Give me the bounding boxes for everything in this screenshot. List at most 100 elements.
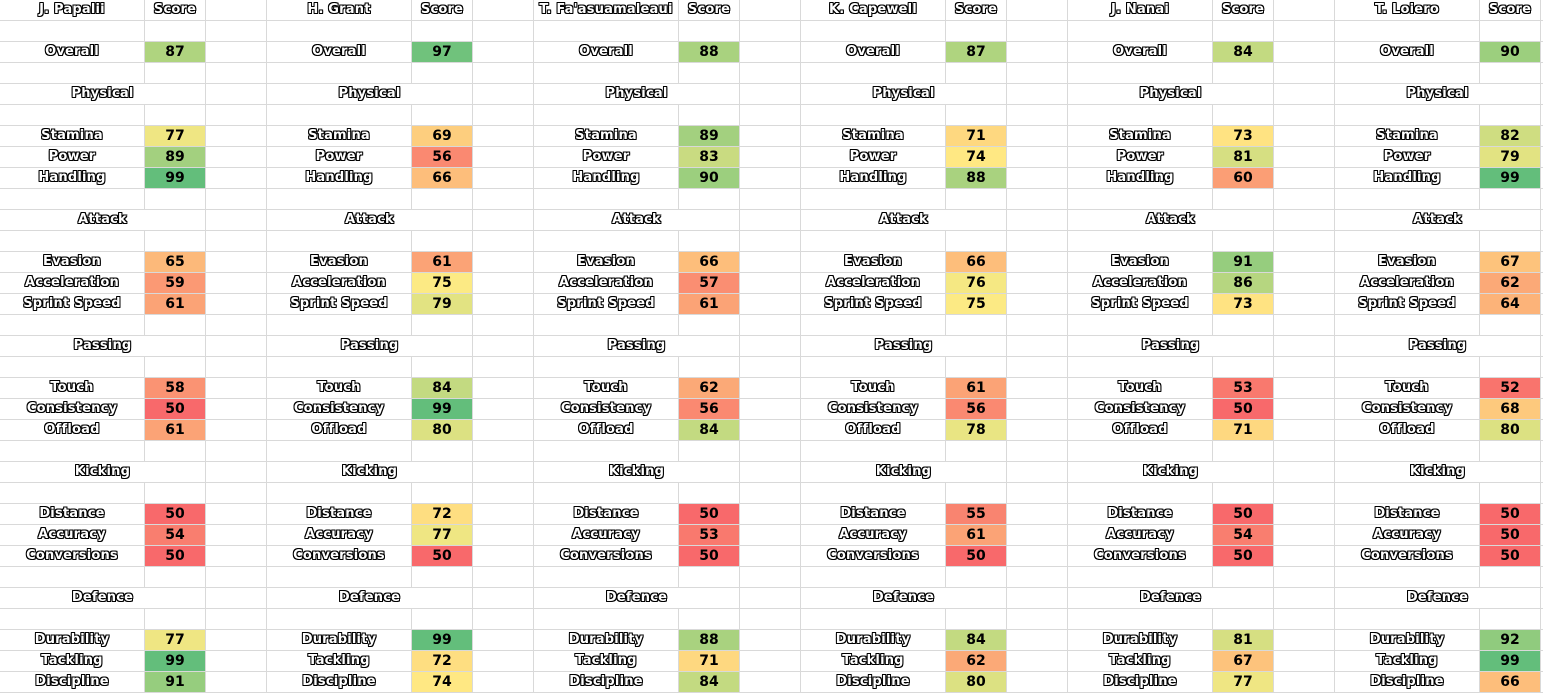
stat-score-cell[interactable]: 73 [1213,126,1274,147]
empty-cell[interactable] [473,189,534,210]
empty-cell[interactable] [1480,189,1541,210]
section-header-cell[interactable]: Passing [1068,336,1274,357]
empty-cell[interactable] [1274,147,1335,168]
empty-cell[interactable] [1274,441,1335,462]
empty-cell[interactable] [206,315,267,336]
stat-label-cell[interactable]: Overall [1068,42,1213,63]
stat-score-cell[interactable]: 66 [679,252,740,273]
empty-cell[interactable] [206,483,267,504]
stat-label-cell[interactable]: Power [0,147,145,168]
empty-cell[interactable] [1213,441,1274,462]
empty-cell[interactable] [206,21,267,42]
stat-score-cell[interactable]: 77 [145,126,206,147]
stat-score-cell[interactable]: 56 [412,147,473,168]
score-header-cell[interactable]: Score [412,0,473,21]
empty-cell[interactable] [145,567,206,588]
stat-label-cell[interactable]: Handling [267,168,412,189]
empty-cell[interactable] [412,483,473,504]
empty-cell[interactable] [206,630,267,651]
empty-cell[interactable] [1007,42,1068,63]
stat-score-cell[interactable]: 79 [1480,147,1541,168]
empty-cell[interactable] [740,189,801,210]
empty-cell[interactable] [145,231,206,252]
empty-cell[interactable] [740,63,801,84]
empty-cell[interactable] [206,294,267,315]
empty-cell[interactable] [1335,441,1480,462]
stat-label-cell[interactable]: Stamina [0,126,145,147]
stat-label-cell[interactable]: Discipline [1068,672,1213,693]
empty-cell[interactable] [0,315,145,336]
section-header-cell[interactable]: Physical [534,84,740,105]
stat-label-cell[interactable]: Conversions [534,546,679,567]
stat-score-cell[interactable]: 62 [679,378,740,399]
empty-cell[interactable] [679,441,740,462]
stat-score-cell[interactable]: 59 [145,273,206,294]
stat-label-cell[interactable]: Conversions [267,546,412,567]
empty-cell[interactable] [473,651,534,672]
stat-score-cell[interactable]: 72 [412,651,473,672]
empty-cell[interactable] [1213,609,1274,630]
empty-cell[interactable] [206,525,267,546]
stat-label-cell[interactable]: Sprint Speed [267,294,412,315]
empty-cell[interactable] [1541,462,1543,483]
empty-cell[interactable] [473,63,534,84]
stat-score-cell[interactable]: 76 [946,273,1007,294]
empty-cell[interactable] [679,609,740,630]
stat-label-cell[interactable]: Acceleration [534,273,679,294]
empty-cell[interactable] [1068,231,1213,252]
stat-label-cell[interactable]: Discipline [0,672,145,693]
empty-cell[interactable] [206,609,267,630]
empty-cell[interactable] [473,126,534,147]
stat-label-cell[interactable]: Touch [0,378,145,399]
stat-score-cell[interactable]: 80 [1480,420,1541,441]
stat-label-cell[interactable]: Offload [267,420,412,441]
empty-cell[interactable] [534,105,679,126]
empty-cell[interactable] [1068,567,1213,588]
empty-cell[interactable] [534,567,679,588]
empty-cell[interactable] [145,609,206,630]
stat-score-cell[interactable]: 75 [412,273,473,294]
empty-cell[interactable] [1007,252,1068,273]
empty-cell[interactable] [1068,105,1213,126]
empty-cell[interactable] [1007,210,1068,231]
stat-label-cell[interactable]: Evasion [1068,252,1213,273]
empty-cell[interactable] [740,21,801,42]
stat-score-cell[interactable]: 79 [412,294,473,315]
stat-score-cell[interactable]: 81 [1213,630,1274,651]
empty-cell[interactable] [801,21,946,42]
empty-cell[interactable] [1274,273,1335,294]
empty-cell[interactable] [1007,609,1068,630]
stat-score-cell[interactable]: 89 [679,126,740,147]
stat-score-cell[interactable]: 71 [679,651,740,672]
stat-score-cell[interactable]: 90 [679,168,740,189]
empty-cell[interactable] [679,231,740,252]
empty-cell[interactable] [1007,630,1068,651]
section-header-cell[interactable]: Passing [0,336,206,357]
empty-cell[interactable] [740,105,801,126]
empty-cell[interactable] [946,315,1007,336]
empty-cell[interactable] [267,567,412,588]
section-header-cell[interactable]: Defence [1068,588,1274,609]
empty-cell[interactable] [206,588,267,609]
stat-score-cell[interactable]: 67 [1480,252,1541,273]
section-header-cell[interactable]: Passing [534,336,740,357]
stat-label-cell[interactable]: Consistency [0,399,145,420]
stat-label-cell[interactable]: Stamina [1068,126,1213,147]
stat-label-cell[interactable]: Consistency [534,399,679,420]
empty-cell[interactable] [740,147,801,168]
stat-score-cell[interactable]: 61 [946,525,1007,546]
stat-label-cell[interactable]: Distance [267,504,412,525]
section-header-cell[interactable]: Attack [1335,210,1541,231]
empty-cell[interactable] [1213,315,1274,336]
empty-cell[interactable] [801,483,946,504]
empty-cell[interactable] [1007,483,1068,504]
empty-cell[interactable] [1480,567,1541,588]
section-header-cell[interactable]: Kicking [1335,462,1541,483]
empty-cell[interactable] [0,189,145,210]
player-name-cell[interactable]: K. Capewell [801,0,946,21]
empty-cell[interactable] [1007,63,1068,84]
stat-label-cell[interactable]: Durability [534,630,679,651]
stat-label-cell[interactable]: Overall [534,42,679,63]
empty-cell[interactable] [1541,210,1543,231]
empty-cell[interactable] [740,252,801,273]
